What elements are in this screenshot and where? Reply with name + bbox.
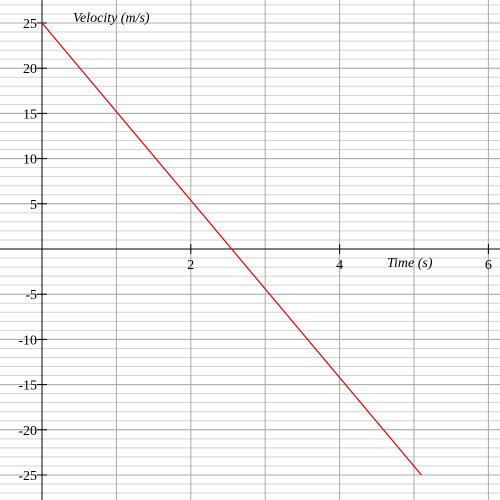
x-tick-label: 6 [485,258,492,273]
y-tick-label: 20 [23,62,37,77]
y-tick-label: -20 [18,424,37,439]
y-tick-label: -15 [18,379,37,394]
tick-labels: 2 4 6 25 20 15 10 5 -5 -10 -15 -20 -25 [18,17,492,484]
y-tick-label: -25 [18,469,37,484]
x-axis-title: Time (s) [387,256,433,271]
y-tick-label: -5 [25,288,37,303]
y-tick-label: -10 [18,333,37,348]
velocity-line [41,22,422,476]
tick-marks [37,22,489,476]
y-tick-label: 15 [23,107,37,122]
y-tick-label: 10 [23,153,37,168]
y-axis-title: Velocity (m/s) [73,11,150,26]
x-tick-label: 2 [187,258,194,273]
x-tick-label: 4 [336,258,343,273]
y-tick-label: 25 [23,17,37,32]
data-series [41,22,422,476]
y-tick-label: 5 [30,198,37,213]
